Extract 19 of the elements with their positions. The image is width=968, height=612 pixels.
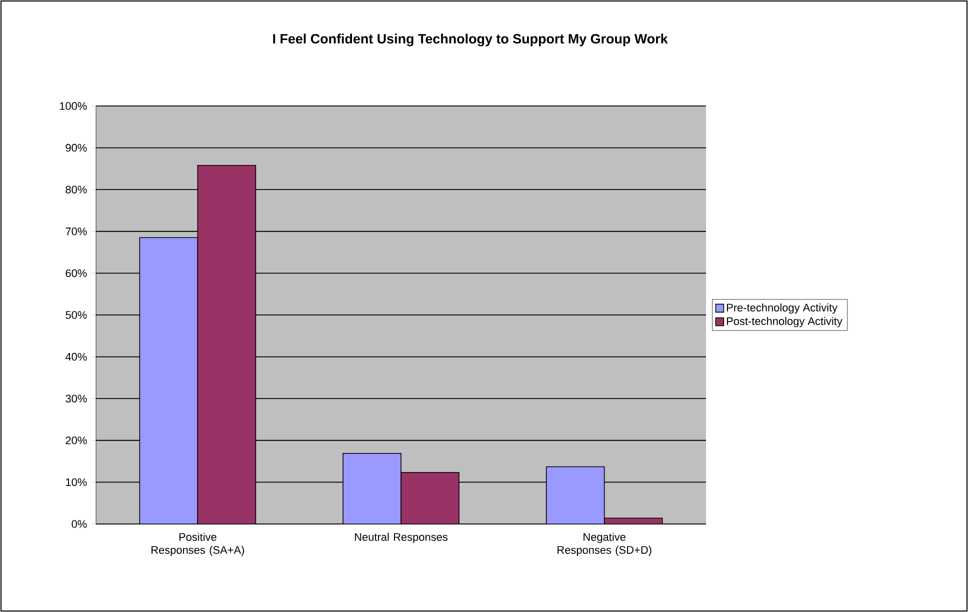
y-tick-label: 50% — [66, 311, 87, 319]
bar — [400, 472, 460, 524]
y-tick-label: 90% — [66, 144, 87, 152]
y-tick-label: 0% — [72, 520, 87, 528]
y-tick-label: 60% — [66, 269, 87, 278]
y-tick-label: 70% — [66, 228, 87, 236]
y-tick-label: 10% — [66, 478, 87, 486]
x-tick-label: Neutral Responses — [355, 532, 448, 544]
x-tick-label: Positive Responses (SA+A) — [152, 532, 244, 556]
y-tick-label: 80% — [66, 186, 87, 194]
y-tick-label: 30% — [66, 394, 87, 402]
y-tick-label: 100% — [60, 102, 87, 110]
bar — [197, 164, 256, 524]
legend-label: Post-technology Activity — [726, 316, 842, 328]
x-tick-label: Negative Responses (SD+D) — [558, 532, 652, 556]
y-tick-label: 40% — [65, 352, 87, 361]
legend-label: Pre-technology Activity — [726, 303, 838, 314]
chart-title: I Feel Confident Using Technology to Support My Group Work — [273, 34, 668, 46]
y-tick-label: 20% — [66, 436, 87, 444]
